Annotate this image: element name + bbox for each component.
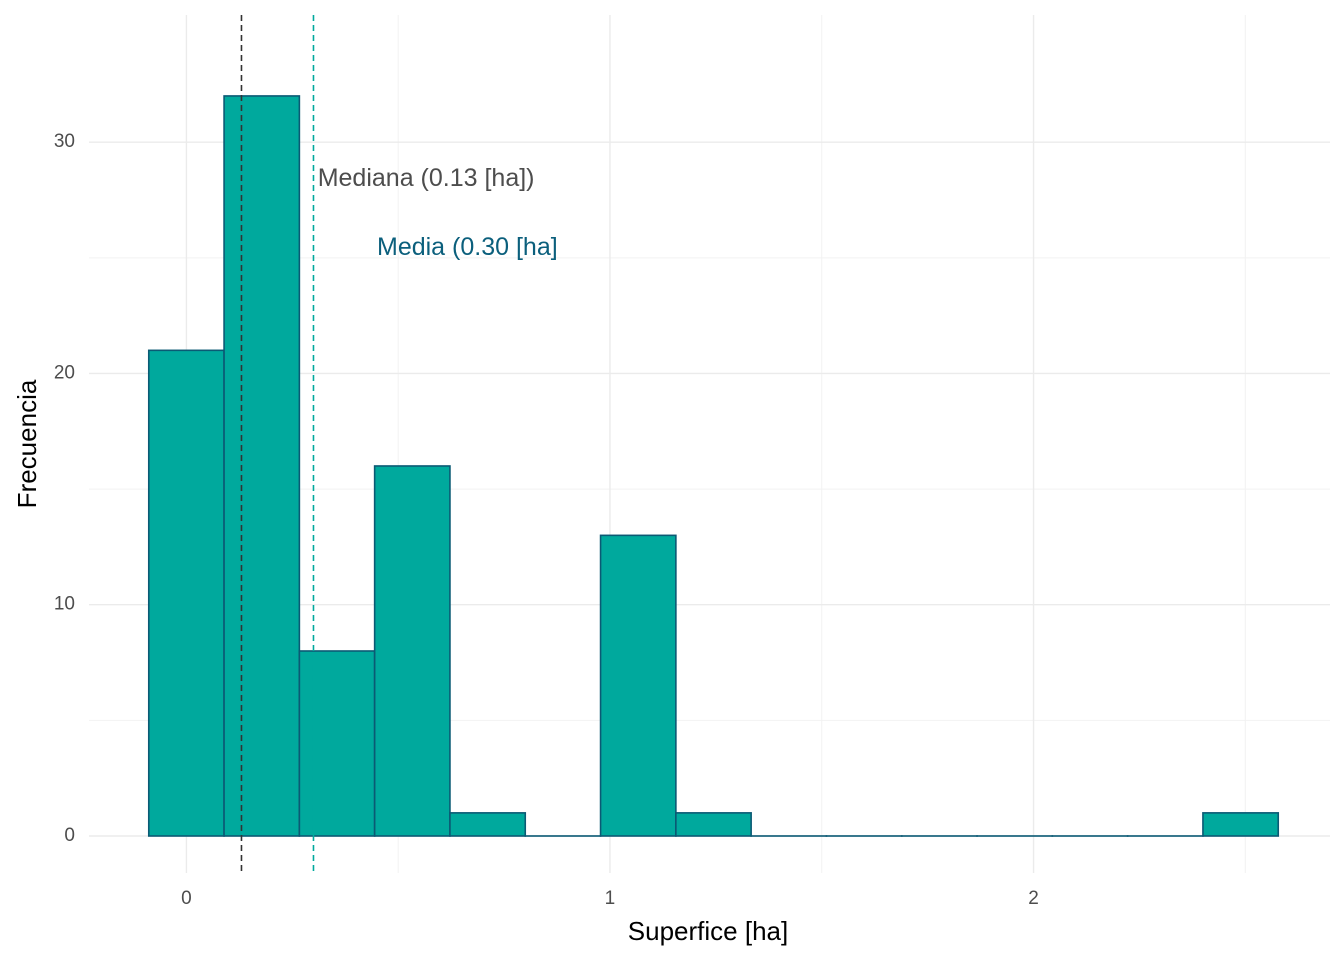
x-tick-label: 2 [1028,888,1039,909]
y-axis-title: Frecuencia [12,379,42,508]
y-tick-label: 10 [54,594,75,615]
histogram-bar [675,812,752,837]
histogram-bar [298,650,376,837]
x-tick-label: 1 [605,888,616,909]
histogram-bar [223,95,301,837]
median-annotation: Mediana (0.13 [ha]) [318,164,535,192]
y-tick-label: 0 [64,825,75,846]
y-tick-label: 30 [54,131,75,152]
histogram-bar [599,534,677,837]
reference-lines [240,15,315,873]
y-tick-label: 20 [54,362,75,383]
histogram-bar [1202,812,1280,837]
x-tick-label: 0 [181,888,192,909]
histogram-bar [373,465,451,837]
mean-annotation: Media (0.30 [ha] [377,233,558,261]
histogram-bar [449,812,527,837]
x-axis-tick-labels: 0 1 2 [181,888,1039,909]
histogram-bar [147,349,225,837]
annotations: Mediana (0.13 [ha]) Media (0.30 [ha] [318,164,558,261]
x-axis-title: Superfice [ha] [628,916,788,946]
y-axis-tick-labels: 0 10 20 30 [54,131,75,846]
histogram-bars [147,95,1280,837]
